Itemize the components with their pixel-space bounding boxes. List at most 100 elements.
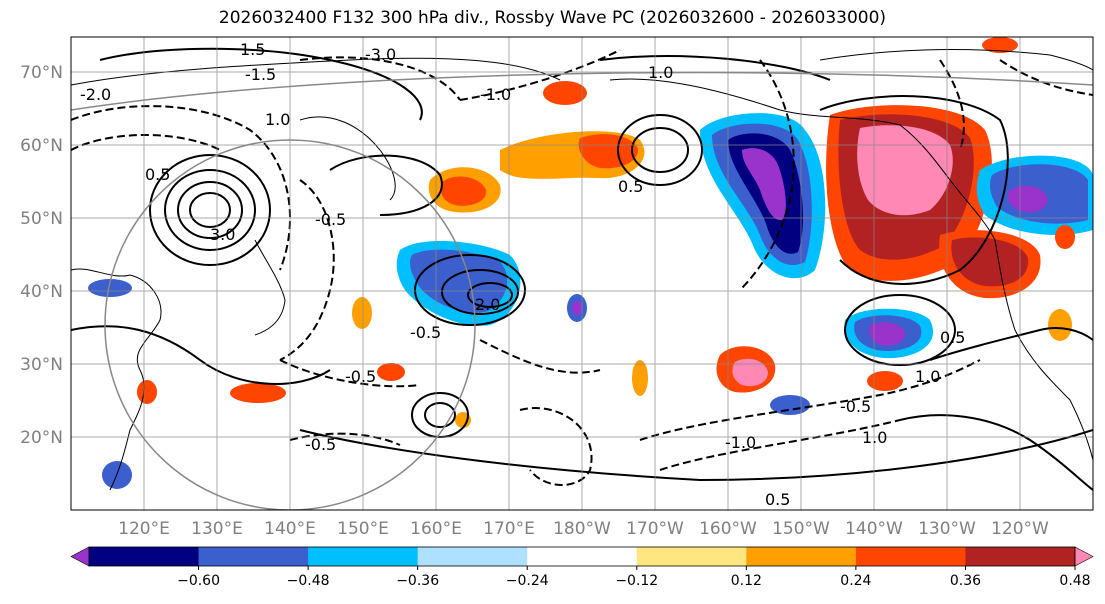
contour-solid: [424, 402, 456, 428]
contour-solid: [329, 154, 443, 216]
shade-pos-cpac-2: [732, 358, 768, 387]
lon-label: 130°W: [918, 519, 976, 539]
lon-label: 120°E: [118, 519, 170, 539]
contour-dashed: [71, 134, 221, 151]
lon-label: 120°W: [991, 519, 1049, 539]
shade-pos-okhotsk-2: [578, 134, 639, 169]
shade-neg-npac-2: [410, 249, 508, 313]
lat-label: 70°N: [20, 63, 63, 83]
contour-label: -0.5: [315, 210, 346, 229]
shade-blob: [770, 395, 810, 415]
contour-dashed: [639, 359, 981, 441]
contour-label: 0.5: [618, 177, 643, 196]
contour-dashed: [739, 59, 795, 291]
lon-label: 160°E: [410, 519, 462, 539]
shade-blob: [230, 383, 286, 403]
contour-label: -1.0: [480, 85, 511, 104]
colorbar-tick-label: −0.60: [177, 573, 220, 589]
lon-labels: 120°E 130°E 140°E 150°E 160°E 170°E 180°…: [118, 519, 1049, 539]
shade-blob: [88, 279, 132, 297]
coastline-arctic: [819, 49, 1093, 71]
coastline-japan: [254, 239, 286, 336]
reference-circle: [104, 139, 476, 510]
contour-label: -3.0: [365, 45, 396, 64]
contour-dashed: [279, 359, 421, 388]
contour-label: 1.0: [862, 428, 887, 447]
reference-arc: [71, 71, 1093, 111]
colorbar: −0.60 −0.48 −0.36 −0.24 −0.12 0.12 0.24 0.36 0.4…: [70, 546, 1094, 589]
map-title: 2026032400 F132 300 hPa div., Rossby Wav…: [218, 8, 887, 28]
colorbar-segment: [965, 547, 1076, 566]
contour-label: -0.5: [345, 367, 376, 386]
colorbar-tick-label: 0.36: [950, 573, 981, 589]
shade-blob: [982, 37, 1018, 53]
contour-dashed: [519, 407, 593, 486]
contour-dashed: [939, 59, 965, 151]
contour-solid: [467, 282, 513, 308]
colorbar-extend-left: [70, 546, 90, 567]
contour-label: -0.5: [410, 323, 441, 342]
lon-label: 160°W: [699, 519, 757, 539]
contour-solid: [441, 269, 519, 315]
contour-label: 1.0: [265, 110, 290, 129]
contour-solid: [599, 55, 831, 81]
contour-label: 1.0: [915, 367, 940, 386]
colorbar-segment: [746, 547, 857, 566]
lon-label: 170°W: [626, 519, 684, 539]
contour-label: 0.5: [765, 490, 790, 509]
lat-label: 20°N: [20, 428, 63, 448]
lon-label: 140°W: [845, 519, 903, 539]
lon-label: 130°E: [191, 519, 243, 539]
colorbar-tick-label: −0.24: [506, 573, 549, 589]
shade-neg-nepac-3: [869, 322, 906, 346]
contour-solid: [631, 127, 689, 173]
colorbar-extend-right: [1074, 546, 1094, 567]
contour-solid: [177, 181, 243, 239]
shade-blob: [377, 363, 405, 381]
contour-solid: [844, 294, 956, 366]
colorbar-tick-label: 0.48: [1059, 573, 1090, 589]
colorbar-segment: [527, 547, 638, 566]
contour-label: 1.5: [240, 40, 265, 59]
colorbar-tick-label: −0.36: [396, 573, 439, 589]
shade-pos-gulf-3: [857, 125, 953, 216]
contour-label: 0.5: [145, 165, 170, 184]
shading-layer: [88, 37, 1093, 489]
graticule: [71, 37, 1093, 510]
contour-dashed: [459, 49, 621, 101]
lon-label: 140°E: [264, 519, 316, 539]
contour-solid: [414, 254, 526, 326]
contour-label: -0.5: [305, 435, 336, 454]
shade-blob: [1055, 225, 1075, 249]
shade-blob: [867, 371, 903, 391]
lat-label: 30°N: [20, 355, 63, 375]
lon-label: 180°W: [553, 519, 611, 539]
shade-pos-nwcoast-2: [951, 237, 1029, 287]
shade-blob: [352, 297, 372, 329]
contour-dashed: [279, 179, 335, 361]
colorbar-tick-label: −0.12: [615, 573, 658, 589]
colorbar-outline: [88, 546, 1076, 567]
contour-solid: [617, 114, 703, 186]
lon-label: 150°E: [337, 519, 389, 539]
coastline-kamchatka: [299, 116, 396, 201]
shade-blob: [137, 380, 157, 404]
contour-label: 0.5: [940, 328, 965, 347]
lat-labels: 70°N 60°N 50°N 40°N 30°N 20°N: [20, 63, 63, 448]
contour-solid: [189, 192, 231, 228]
shade-blob: [632, 360, 648, 396]
contour-solid: [819, 95, 1009, 285]
lat-label: 40°N: [20, 282, 63, 302]
contour-dashed: [659, 419, 901, 471]
coastline-alaska: [609, 78, 951, 181]
contour-solid: [899, 414, 1093, 491]
contour-label: -1.5: [245, 65, 276, 84]
colorbar-segment: [417, 547, 528, 566]
contour-solid: [71, 325, 331, 385]
colorbar-segment: [308, 547, 419, 566]
shade-neg-canada-3: [1007, 185, 1048, 213]
contour-solid: [929, 327, 1093, 361]
coastline-siberia: [71, 57, 561, 86]
lat-label: 60°N: [20, 136, 63, 156]
colorbar-tick-label: 0.12: [731, 573, 762, 589]
